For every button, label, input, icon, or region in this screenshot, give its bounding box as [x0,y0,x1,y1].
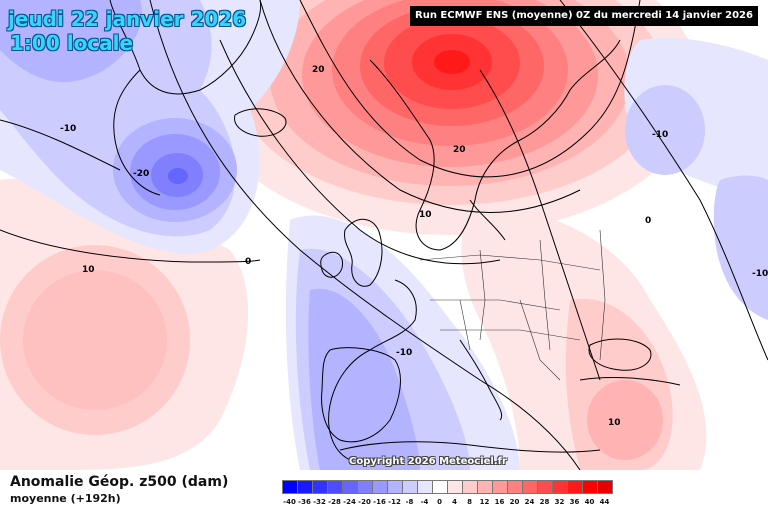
scale-swatch [477,480,493,494]
copyright: Copyright 2026 Meteociel.fr [349,456,507,467]
contour-label: 10 [608,418,621,428]
scale-label: -8 [405,498,414,506]
scale-label: -16 [373,498,386,506]
scale-swatch [297,480,313,494]
contour-label: 10 [82,265,95,275]
contour-label: 0 [245,257,251,267]
color-scale [282,480,613,494]
scale-label: 8 [467,498,472,506]
scale-swatch [582,480,598,494]
scale-swatch [327,480,343,494]
anomaly-high-east [461,208,707,470]
scale-label: -12 [388,498,401,506]
anomaly-high-north [200,0,700,235]
borders [419,229,606,381]
scale-swatch [552,480,568,494]
contour-label: -20 [133,169,149,179]
geopotential-contours [0,0,768,470]
forecast-date: jeudi 22 janvier 2026 [8,7,247,31]
scale-swatch [357,480,373,494]
scale-swatch [567,480,583,494]
scale-label: 4 [452,498,457,506]
scale-label: 24 [524,498,535,506]
scale-swatch [402,480,418,494]
contour-label: 0 [645,216,651,226]
scale-swatch [462,480,478,494]
contour-label: 10 [419,210,432,220]
scale-label: 44 [599,498,610,506]
scale-swatch [537,480,553,494]
scale-label: 16 [494,498,505,506]
scale-label: -40 [283,498,296,506]
parameter-subtitle: moyenne (+192h) [10,492,121,505]
scale-swatch [417,480,433,494]
scale-label: 28 [539,498,550,506]
contour-label: -10 [752,269,768,279]
scale-swatch [522,480,538,494]
scale-swatch [492,480,508,494]
scale-swatch [432,480,448,494]
parameter-title: Anomalie Géop. z500 (dam) [10,474,229,490]
scale-label: -4 [420,498,429,506]
scale-label: -36 [298,498,311,506]
scale-swatch [282,480,298,494]
forecast-time: 1:00 locale [10,31,134,55]
contour-label: -10 [652,130,668,140]
scale-label: 12 [479,498,490,506]
scale-swatch [387,480,403,494]
scale-swatch [507,480,523,494]
anomaly-low-greenland [0,0,300,254]
coastlines [109,0,681,461]
contour-label: 20 [312,65,325,75]
contour-label: -10 [396,348,412,358]
scale-swatch [312,480,328,494]
anomaly-low-east [624,37,768,320]
scale-label: 20 [509,498,520,506]
scale-swatch [597,480,613,494]
scale-label: 40 [584,498,595,506]
contour-label: -10 [60,124,76,134]
scale-label: 32 [554,498,565,506]
scale-label: -24 [343,498,356,506]
run-info: Run ECMWF ENS (moyenne) 0Z du mercredi 1… [410,6,758,26]
anomaly-map: -10 -20 20 20 10 10 0 -10 -10 0 -10 10 [0,0,768,470]
scale-label: -28 [328,498,341,506]
scale-label: 0 [437,498,442,506]
anomaly-low-iberia [285,215,520,470]
contour-label: 20 [453,145,466,155]
contour-labels: -10 -20 20 20 10 10 0 -10 -10 0 -10 10 [60,65,768,428]
scale-label: 36 [569,498,580,506]
scale-swatch [372,480,388,494]
color-scale-labels: -40 -36 -32 -28 -24 -20 -16 -12 -8 -4 0 4 8 12 16 20 24 2… [282,498,612,506]
scale-swatch [342,480,358,494]
scale-label: -20 [358,498,371,506]
scale-label: -32 [313,498,326,506]
scale-swatch [447,480,463,494]
